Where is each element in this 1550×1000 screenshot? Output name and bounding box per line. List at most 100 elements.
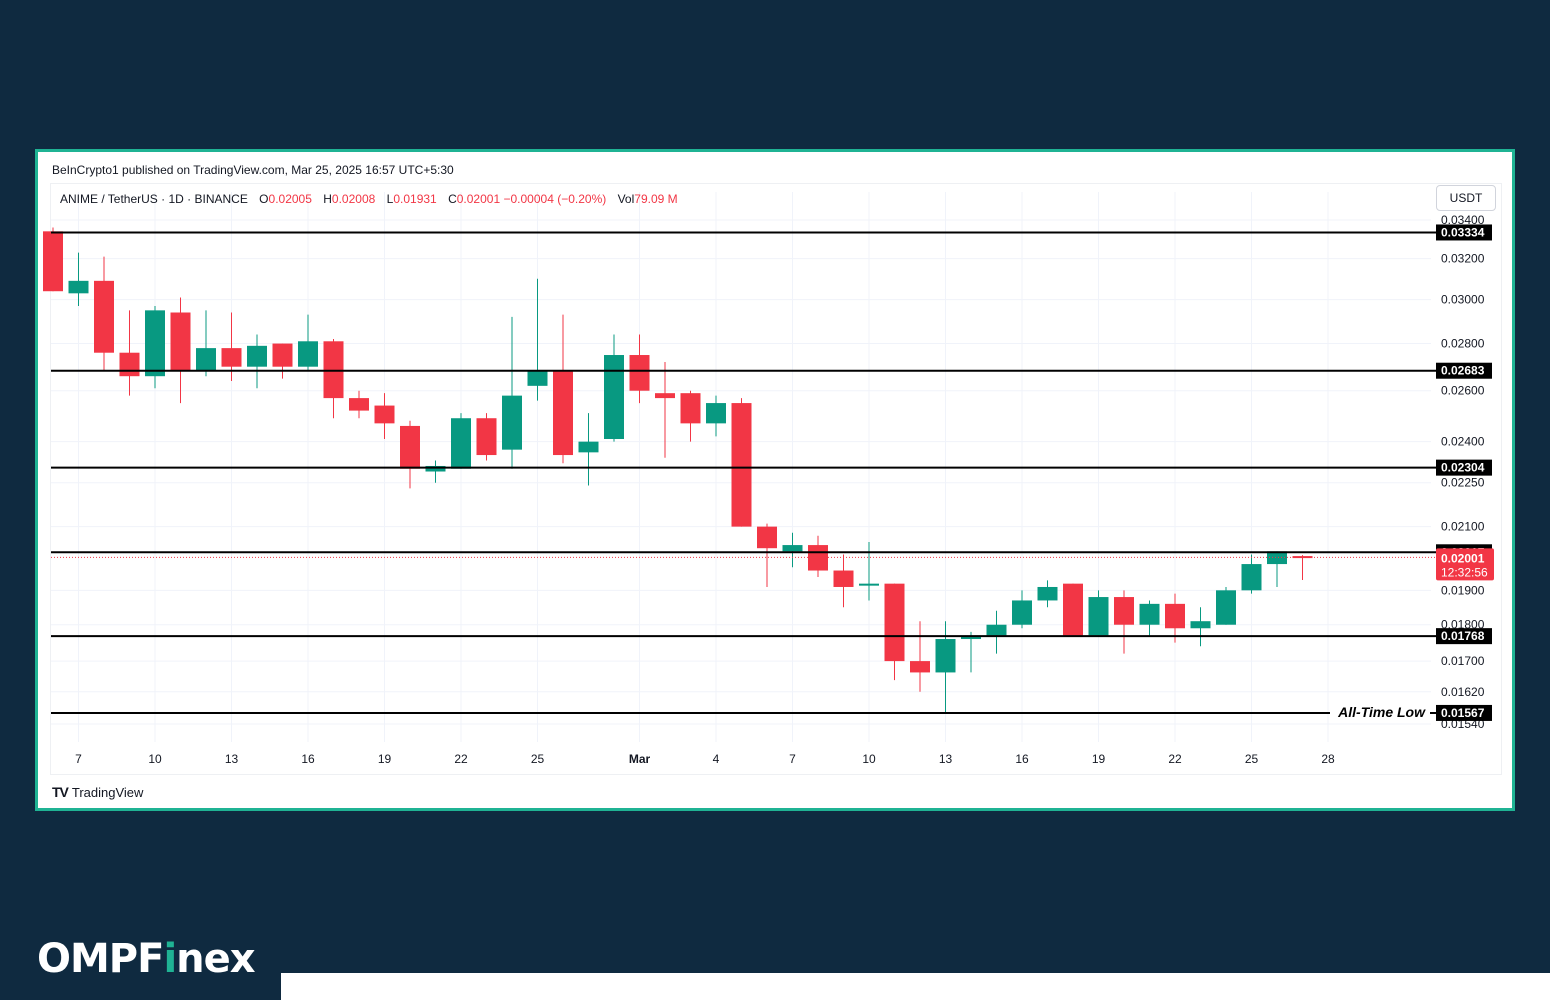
close-label: C <box>448 192 457 206</box>
candle-body <box>859 583 879 586</box>
high-value: 0.02008 <box>331 192 376 206</box>
currency-button[interactable]: USDT <box>1436 185 1496 211</box>
date-tick-label: 28 <box>1321 752 1335 766</box>
candle-body <box>196 348 216 372</box>
ohlc-legend: ANIME / TetherUS · 1D · BINANCE O0.02005… <box>60 192 678 206</box>
price-tick-label: 0.02800 <box>1441 337 1485 351</box>
date-tick-label: 22 <box>454 752 468 766</box>
date-tick-label: 16 <box>301 752 315 766</box>
price-tick-label: 0.01700 <box>1441 654 1485 668</box>
brand-name-a: OMPF <box>37 936 164 982</box>
price-tick-label: 0.02250 <box>1441 476 1485 490</box>
candle-body <box>94 280 114 353</box>
candle-body <box>731 403 752 527</box>
level-label: 0.02304 <box>1441 461 1485 475</box>
date-tick-label: 4 <box>713 752 720 766</box>
candle-body <box>961 635 981 640</box>
date-tick-label: 22 <box>1168 752 1182 766</box>
candle-body <box>170 312 191 372</box>
price-tick-label: 0.02400 <box>1441 435 1485 449</box>
low-value: 0.01931 <box>393 192 437 206</box>
change-value: −0.00004 (−0.20%) <box>503 192 607 206</box>
price-tick-label: 0.02100 <box>1441 520 1485 534</box>
brand-logo: OMPFinex <box>37 936 256 982</box>
level-label: 0.01768 <box>1441 629 1485 643</box>
date-tick-label: Mar <box>629 752 651 766</box>
candle-body <box>629 355 650 391</box>
tradingview-mark-icon: TV <box>52 784 69 800</box>
chart-frame: BeInCrypto1 published on TradingView.com… <box>35 149 1515 811</box>
level-label-box <box>1436 628 1492 645</box>
level-label-box <box>1436 224 1492 241</box>
candle-body <box>706 403 726 424</box>
low-label: L <box>386 192 394 206</box>
date-tick-label: 7 <box>789 752 796 766</box>
date-tick-label: 16 <box>1015 752 1029 766</box>
candle-body <box>323 341 344 399</box>
candle-body <box>1063 583 1083 636</box>
date-tick-label: 10 <box>862 752 876 766</box>
price-tick-label: 0.02600 <box>1441 384 1485 398</box>
tradingview-logo[interactable]: TV TradingView <box>52 784 143 800</box>
candle-body <box>1216 590 1236 625</box>
candle-body <box>910 661 930 673</box>
date-tick-label: 25 <box>531 752 545 766</box>
current-price-value: 0.02001 <box>1441 551 1485 565</box>
level-label-box <box>1436 704 1492 721</box>
candle-body <box>1088 597 1109 636</box>
price-tick-label: 0.03200 <box>1441 252 1485 266</box>
date-tick-label: 13 <box>225 752 239 766</box>
level-label-box <box>1436 362 1492 379</box>
candle-body <box>221 348 242 367</box>
chart-area[interactable] <box>50 183 1502 775</box>
candle-body <box>655 393 675 399</box>
level-label: 0.03334 <box>1441 225 1485 239</box>
candle-body <box>298 341 318 367</box>
candle-body <box>884 583 905 662</box>
price-tick-label: 0.03400 <box>1441 213 1485 227</box>
high-label: H <box>323 192 332 206</box>
date-tick-label: 19 <box>378 752 392 766</box>
candle-body <box>349 398 369 411</box>
candle-body <box>527 371 548 386</box>
candle-body <box>1267 551 1287 565</box>
date-tick-label: 25 <box>1245 752 1259 766</box>
candle-body <box>604 355 624 440</box>
candle-body <box>680 393 701 424</box>
candlestick-chart[interactable]: 0.03400 0.03200 0.03000 0.02800 0.02600 0.024… <box>38 152 1512 808</box>
level-label: 0.02683 <box>1441 364 1485 378</box>
candle-body <box>1037 586 1058 601</box>
symbol-label[interactable]: ANIME / TetherUS · 1D · BINANCE <box>60 192 248 206</box>
candle-body <box>68 280 89 294</box>
price-tick-label: 0.01620 <box>1441 685 1485 699</box>
volume-label: Vol <box>617 192 635 206</box>
date-tick-label: 13 <box>939 752 953 766</box>
candle-body <box>476 418 497 456</box>
volume-value: 79.09 M <box>634 192 678 206</box>
candle-body <box>502 395 522 450</box>
all-time-low-label: All-Time Low <box>1337 704 1426 720</box>
level-label: 0.01567 <box>1441 706 1485 720</box>
candle-body <box>1114 597 1134 625</box>
candle-body <box>451 418 471 469</box>
date-tick-label: 7 <box>75 752 82 766</box>
candle-body <box>1241 564 1262 591</box>
current-price-tag <box>1436 548 1494 581</box>
candle-body <box>43 231 63 292</box>
candle-body <box>400 425 420 469</box>
countdown-timer: 12:32:56 <box>1441 565 1488 579</box>
candle-body <box>782 545 803 552</box>
candle-body <box>553 371 573 456</box>
candle-body <box>986 624 1007 636</box>
brand-name-dot: i <box>163 936 177 982</box>
candle-body <box>1139 603 1160 625</box>
candle-body <box>1190 621 1211 629</box>
price-tick-label: 0.03000 <box>1441 293 1485 307</box>
candle-body <box>247 345 267 367</box>
candle-body <box>374 405 395 424</box>
candle-body <box>833 570 854 587</box>
candle-body <box>1012 600 1032 625</box>
candle-body <box>1165 603 1185 629</box>
published-caption: BeInCrypto1 published on TradingView.com… <box>52 163 454 177</box>
candle-body <box>578 441 599 453</box>
